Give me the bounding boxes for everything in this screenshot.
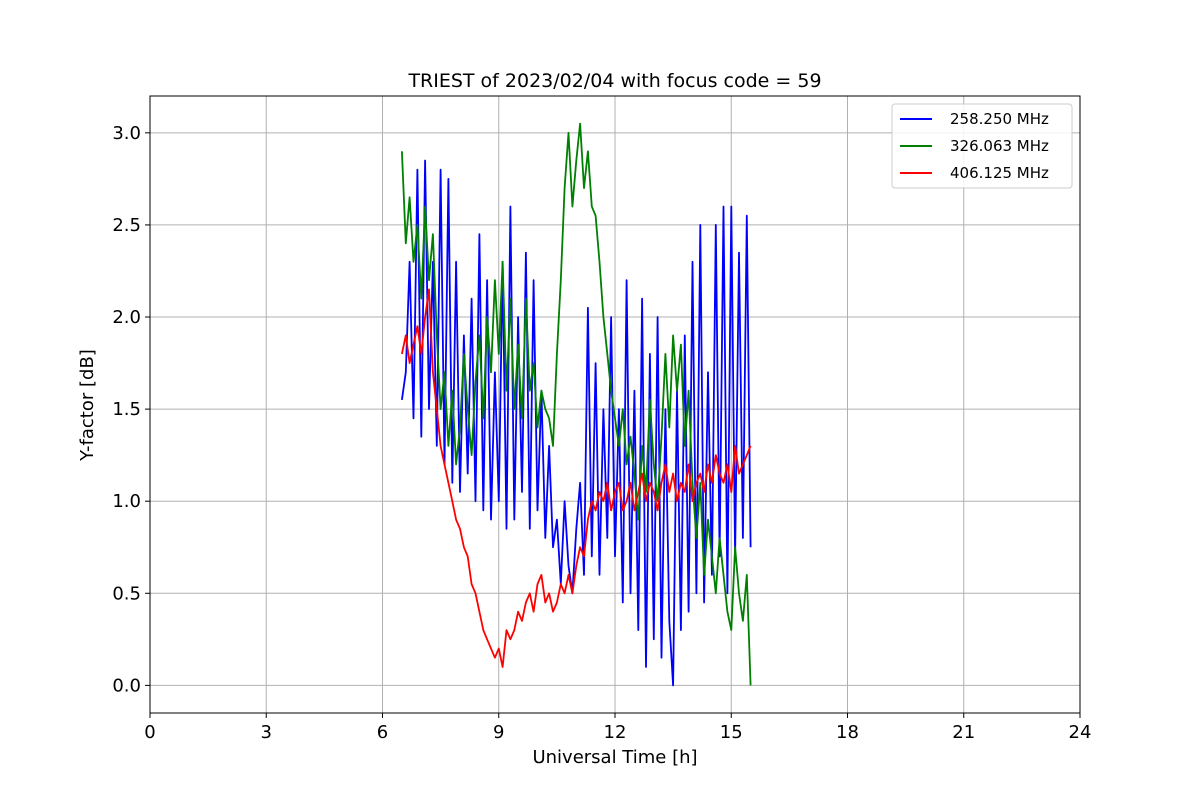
x-tick-label: 18: [836, 722, 859, 743]
ticks: 0 3 6 9 12 15 18 21 24 0.0 0.5 1.0 1.5 2.0 2.5 3.0: [112, 123, 1091, 743]
x-tick-label: 9: [493, 722, 504, 743]
legend-entry-0: 258.250 MHz: [950, 110, 1049, 128]
legend-entry-1: 326.063 MHz: [950, 137, 1049, 155]
x-tick-label: 12: [604, 722, 627, 743]
series-line-0: [401, 159, 752, 687]
legend: 258.250 MHz 326.063 MHz 406.125 MHz: [891, 103, 1073, 189]
y-tick-label: 3.0: [112, 123, 141, 144]
x-axis-label: Universal Time [h]: [532, 747, 697, 768]
x-tick-label: 6: [377, 722, 388, 743]
y-tick-label: 1.5: [112, 399, 141, 420]
x-tick-label: 15: [720, 722, 743, 743]
x-tick-label: 3: [261, 722, 272, 743]
y-tick-label: 0.5: [112, 583, 141, 604]
legend-box: [891, 103, 1073, 189]
series-layer: [401, 122, 752, 687]
y-tick-label: 2.5: [112, 215, 141, 236]
series-line-1: [401, 122, 752, 686]
y-tick-label: 0.0: [112, 675, 141, 696]
x-tick-label: 0: [144, 722, 155, 743]
y-axis-label: Y-factor [dB]: [77, 349, 98, 462]
x-tick-label: 21: [952, 722, 975, 743]
y-tick-label: 2.0: [112, 307, 141, 328]
x-tick-label: 24: [1069, 722, 1092, 743]
legend-entry-2: 406.125 MHz: [950, 164, 1049, 182]
chart-title: TRIEST of 2023/02/04 with focus code = 5…: [407, 70, 821, 92]
series-line-2: [401, 288, 752, 668]
y-tick-label: 1.0: [112, 491, 141, 512]
